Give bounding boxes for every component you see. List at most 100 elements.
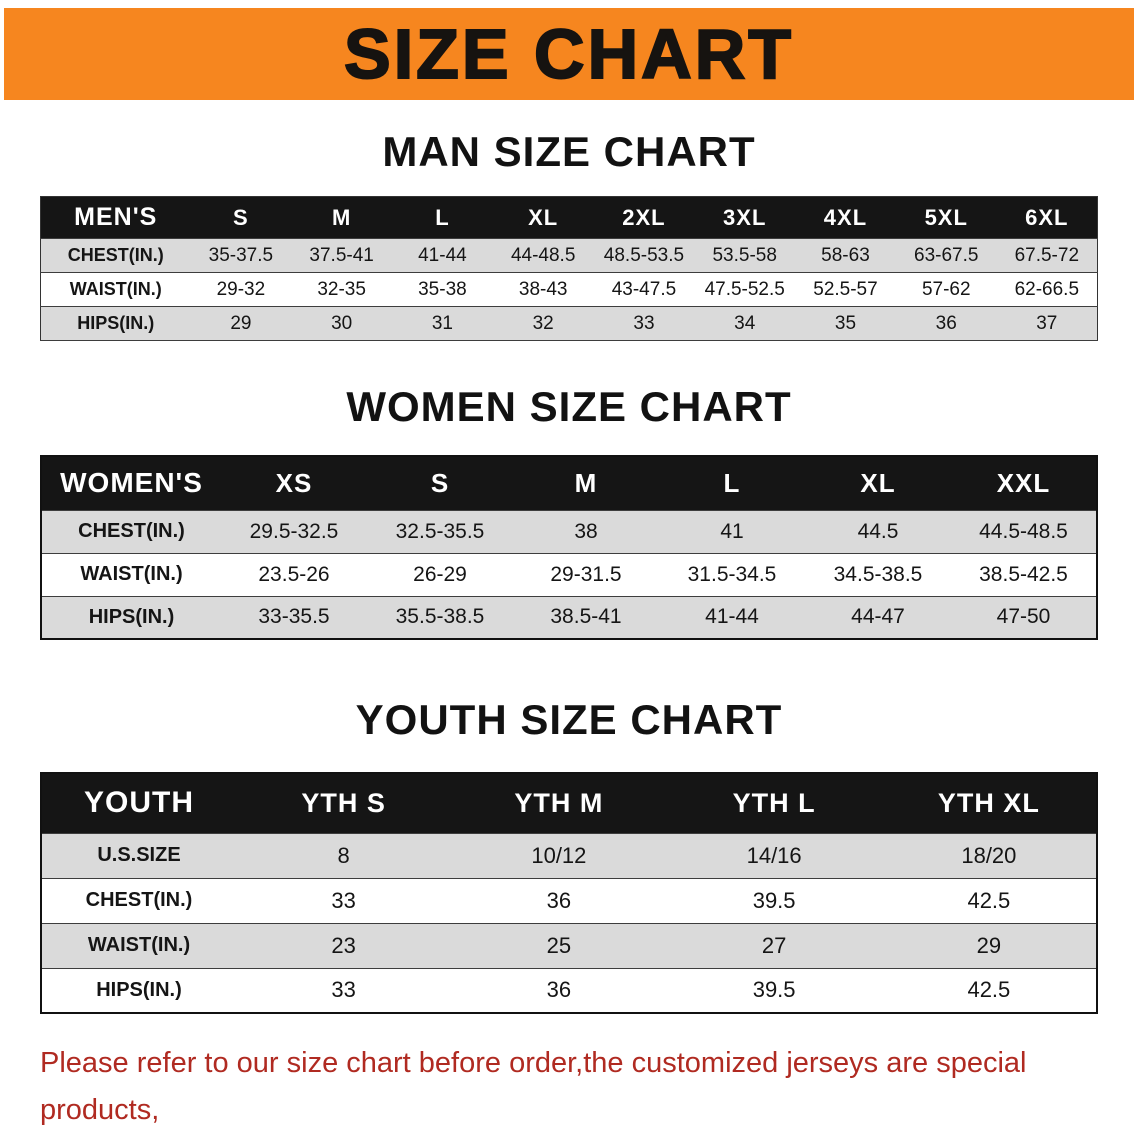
value-cell: 62-66.5 (996, 272, 1098, 307)
value-cell: 38.5-41 (513, 596, 659, 639)
value-cell: 33-35.5 (221, 596, 367, 639)
size-column-header: S (367, 456, 513, 510)
size-column-header: 3XL (694, 196, 796, 239)
row-label-cell: WAIST(IN.) (40, 272, 191, 307)
row-label-cell: HIPS(IN.) (40, 306, 191, 341)
value-cell: 33 (236, 878, 452, 923)
women-section-heading: WOMEN SIZE CHART (346, 383, 792, 430)
value-cell: 36 (451, 878, 667, 923)
value-cell: 35.5-38.5 (367, 596, 513, 639)
value-cell: 32.5-35.5 (367, 510, 513, 553)
women-size-table: WOMEN'S XS S M L XL XXL CHEST(IN.) 29.5-32.5 32.5… (40, 455, 1098, 640)
value-cell: 63-67.5 (895, 238, 997, 273)
value-cell: 23.5-26 (221, 553, 367, 596)
value-cell: 26-29 (367, 553, 513, 596)
row-label-cell: HIPS(IN.) (41, 596, 221, 639)
row-label-cell: WAIST(IN.) (41, 923, 236, 968)
measurement-row: CHEST(IN.) 35-37.5 37.5-41 41-44 44-48.5 48.5… (40, 238, 1098, 273)
value-cell: 44-47 (805, 596, 951, 639)
row-label-cell: U.S.SIZE (41, 833, 236, 878)
value-cell: 57-62 (895, 272, 997, 307)
value-cell: 10/12 (451, 833, 667, 878)
value-cell: 35-38 (392, 272, 493, 307)
value-cell: 14/16 (666, 833, 882, 878)
row-label-cell: WAIST(IN.) (41, 553, 221, 596)
value-cell: 31 (392, 306, 493, 341)
table-title-cell: WOMEN'S (41, 456, 221, 510)
value-cell: 42.5 (881, 968, 1097, 1013)
value-cell: 29.5-32.5 (221, 510, 367, 553)
value-cell: 38-43 (492, 272, 594, 307)
value-cell: 38 (513, 510, 659, 553)
value-cell: 32 (492, 306, 594, 341)
measurement-row: WAIST(IN.) 23 25 27 29 (41, 923, 1097, 968)
value-cell: 47.5-52.5 (694, 272, 796, 307)
value-cell: 31.5-34.5 (659, 553, 805, 596)
size-column-header: XXL (951, 456, 1097, 510)
youth-size-section: YOUTH SIZE CHART YOUTH YTH S YTH M YTH L YTH… (0, 696, 1138, 1014)
size-column-header: XL (492, 196, 594, 239)
youth-section-heading: YOUTH SIZE CHART (355, 696, 783, 743)
measurement-row: U.S.SIZE 8 10/12 14/16 18/20 (41, 833, 1097, 878)
table-header-row: WOMEN'S XS S M L XL XXL (41, 456, 1097, 510)
value-cell: 25 (451, 923, 667, 968)
size-column-header: XS (221, 456, 367, 510)
size-column-header: L (392, 196, 493, 239)
table-header-row: YOUTH YTH S YTH M YTH L YTH XL (41, 773, 1097, 833)
value-cell: 27 (666, 923, 882, 968)
value-cell: 39.5 (666, 968, 882, 1013)
value-cell: 37.5-41 (291, 238, 393, 273)
row-label-cell: HIPS(IN.) (41, 968, 236, 1013)
measurement-row: HIPS(IN.) 29 30 31 32 33 34 35 36 37 (40, 306, 1098, 341)
value-cell: 35-37.5 (190, 238, 292, 273)
row-label-cell: CHEST(IN.) (41, 510, 221, 553)
value-cell: 29-31.5 (513, 553, 659, 596)
value-cell: 34.5-38.5 (805, 553, 951, 596)
size-column-header: 4XL (795, 196, 896, 239)
value-cell: 23 (236, 923, 452, 968)
value-cell: 44.5 (805, 510, 951, 553)
measurement-row: CHEST(IN.) 33 36 39.5 42.5 (41, 878, 1097, 923)
value-cell: 44.5-48.5 (951, 510, 1097, 553)
value-cell: 34 (694, 306, 796, 341)
measurement-row: WAIST(IN.) 23.5-26 26-29 29-31.5 31.5-34.5 34… (41, 553, 1097, 596)
size-column-header: YTH XL (881, 773, 1097, 833)
value-cell: 58-63 (795, 238, 896, 273)
value-cell: 30 (291, 306, 393, 341)
women-size-section: WOMEN SIZE CHART WOMEN'S XS S M L XL XXL CHEST(… (0, 383, 1138, 640)
disclaimer-line-1: Please refer to our size chart before or… (40, 1047, 1027, 1126)
measurement-row: HIPS(IN.) 33-35.5 35.5-38.5 38.5-41 41-44 44-… (41, 596, 1097, 639)
value-cell: 37 (996, 306, 1098, 341)
size-column-header: 2XL (593, 196, 695, 239)
banner: SIZE CHART (4, 8, 1134, 100)
size-column-header: YTH S (236, 773, 452, 833)
value-cell: 29 (190, 306, 292, 341)
table-title-cell: MEN'S (40, 196, 191, 239)
size-column-header: XL (805, 456, 951, 510)
value-cell: 41 (659, 510, 805, 553)
men-size-table: MEN'S S M L XL 2XL 3XL 4XL 5XL 6XL CHEST(IN.) 35-37… (40, 196, 1098, 341)
men-size-section: MAN SIZE CHART MEN'S S M L XL 2XL 3XL 4XL 5XL 6XL… (0, 128, 1138, 341)
value-cell: 48.5-53.5 (593, 238, 695, 273)
youth-size-table: YOUTH YTH S YTH M YTH L YTH XL U.S.SIZE 8 10/12… (40, 772, 1098, 1014)
size-column-header: M (291, 196, 393, 239)
value-cell: 53.5-58 (694, 238, 796, 273)
measurement-row: HIPS(IN.) 33 36 39.5 42.5 (41, 968, 1097, 1013)
value-cell: 39.5 (666, 878, 882, 923)
value-cell: 29-32 (190, 272, 292, 307)
table-title-cell: YOUTH (41, 773, 236, 833)
measurement-row: CHEST(IN.) 29.5-32.5 32.5-35.5 38 41 44.5 44.5… (41, 510, 1097, 553)
value-cell: 33 (593, 306, 695, 341)
page-title: SIZE CHART (343, 14, 794, 94)
value-cell: 8 (236, 833, 452, 878)
size-column-header: 6XL (996, 196, 1098, 239)
size-column-header: 5XL (895, 196, 997, 239)
value-cell: 29 (881, 923, 1097, 968)
value-cell: 33 (236, 968, 452, 1013)
value-cell: 42.5 (881, 878, 1097, 923)
value-cell: 67.5-72 (996, 238, 1098, 273)
row-label-cell: CHEST(IN.) (41, 878, 236, 923)
size-column-header: YTH M (451, 773, 667, 833)
value-cell: 41-44 (659, 596, 805, 639)
row-label-cell: CHEST(IN.) (40, 238, 191, 273)
